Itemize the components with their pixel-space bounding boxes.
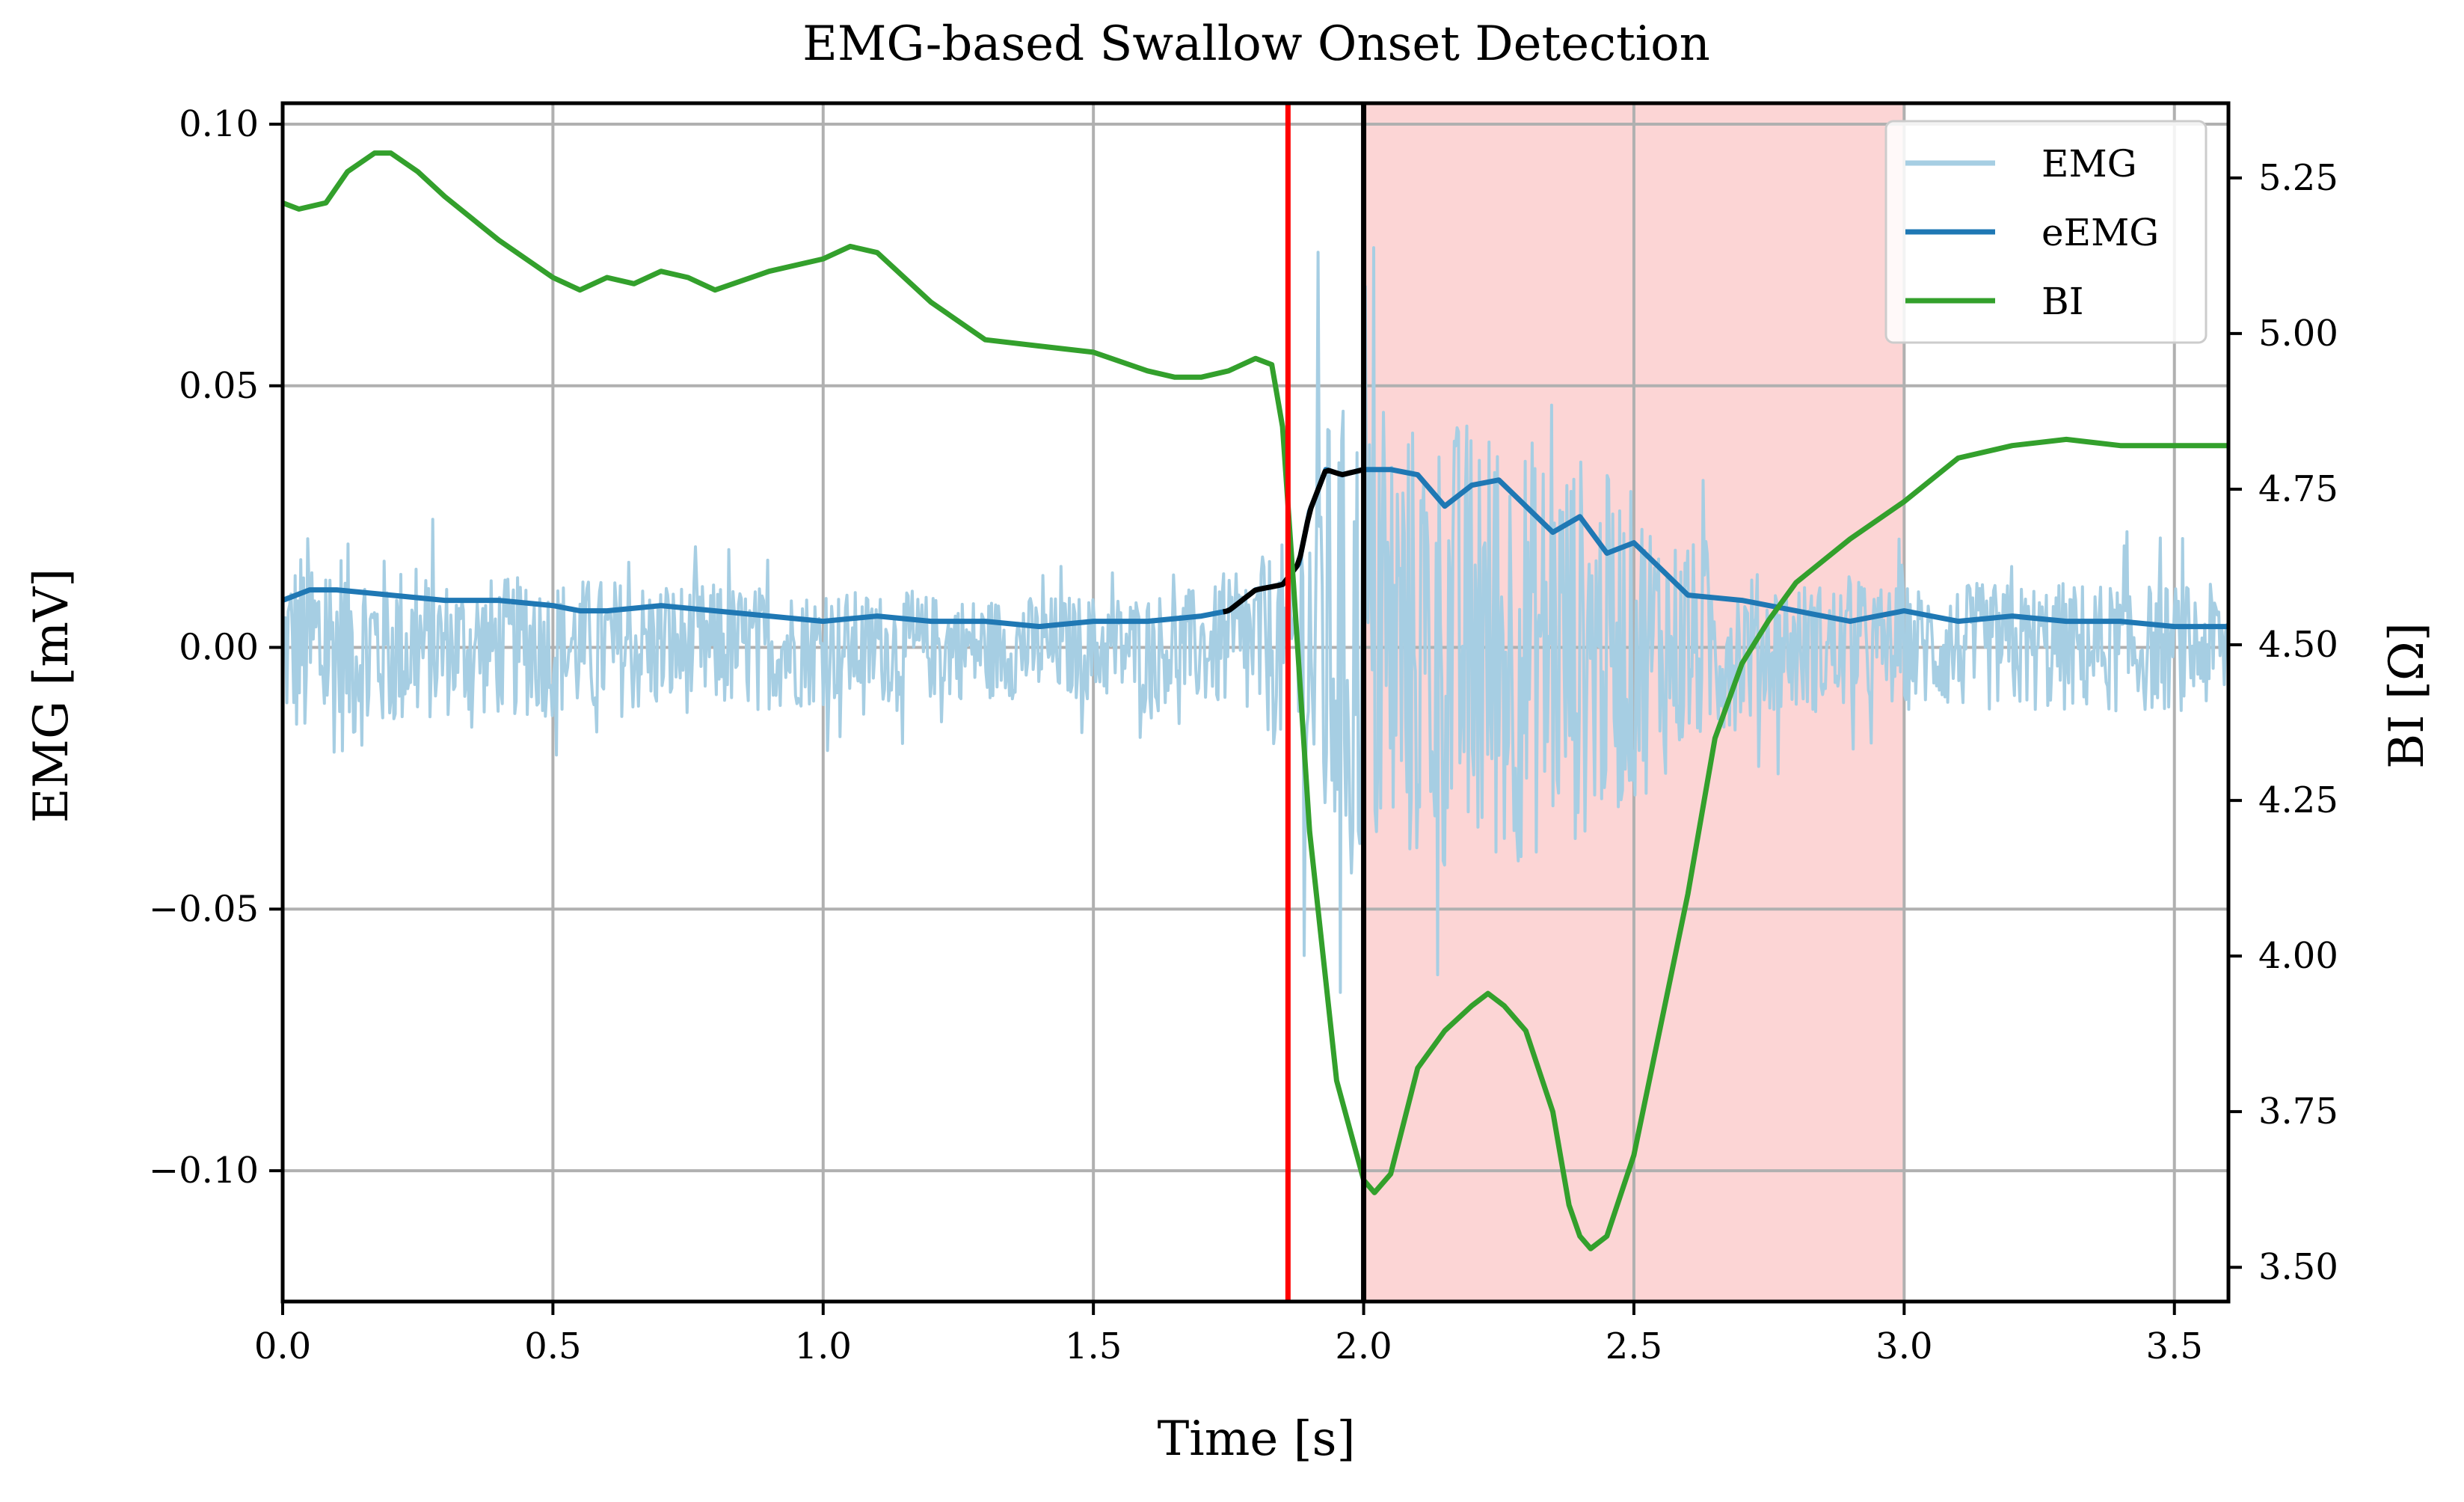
x-tick-label: 2.0 <box>1335 1325 1392 1367</box>
emg-series-line <box>281 246 2230 994</box>
legend-box <box>1884 120 2208 344</box>
legend-label-emg: EMG <box>2041 142 2137 186</box>
plot-frame <box>280 101 2231 1304</box>
x-tick-label: 2.5 <box>1606 1325 1662 1367</box>
y-left-tick-label: −0.10 <box>149 1150 259 1192</box>
x-axis-label: Time [s] <box>1158 1411 1356 1467</box>
y-right-tick-label: 3.75 <box>2258 1091 2338 1132</box>
axes: 0.0 0.5 1.0 1.5 2.0 2.5 3.0 3.5 0.10 0.05 0.00 −0.0… <box>149 101 2338 1367</box>
y-axis-label-right: BI [Ω] <box>2379 622 2435 769</box>
y-left-tick-label: 0.00 <box>179 627 259 669</box>
plot-area <box>281 103 2230 1302</box>
chart-title: EMG-based Swallow Onset Detection <box>802 16 1710 72</box>
y-left-tick-label: −0.05 <box>149 888 259 930</box>
x-tick-label: 3.5 <box>2146 1325 2203 1367</box>
x-tick-label: 1.5 <box>1065 1325 1122 1367</box>
legend-label-eemg: eEMG <box>2041 211 2159 254</box>
y-right-tick-label: 3.50 <box>2258 1246 2338 1288</box>
y-right-tick-label: 5.00 <box>2258 313 2338 355</box>
legend: EMG eEMG BI <box>1884 120 2208 344</box>
legend-label-bi: BI <box>2041 280 2084 323</box>
y-right-tick-label: 4.75 <box>2258 468 2338 510</box>
x-tick-label: 3.0 <box>1875 1325 1932 1367</box>
y-right-tick-label: 4.50 <box>2258 624 2338 666</box>
y-right-tick-label: 4.00 <box>2258 935 2338 977</box>
y-right-tick-label: 5.25 <box>2258 157 2338 199</box>
y-left-tick-label: 0.10 <box>179 103 259 145</box>
x-tick-label: 0.0 <box>254 1325 311 1367</box>
y-axis-label-left: EMG [mV] <box>24 568 79 824</box>
y-right-tick-label: 4.25 <box>2258 779 2338 821</box>
y-left-tick-label: 0.05 <box>179 365 259 407</box>
x-tick-label: 0.5 <box>524 1325 581 1367</box>
x-tick-label: 1.0 <box>795 1325 852 1367</box>
